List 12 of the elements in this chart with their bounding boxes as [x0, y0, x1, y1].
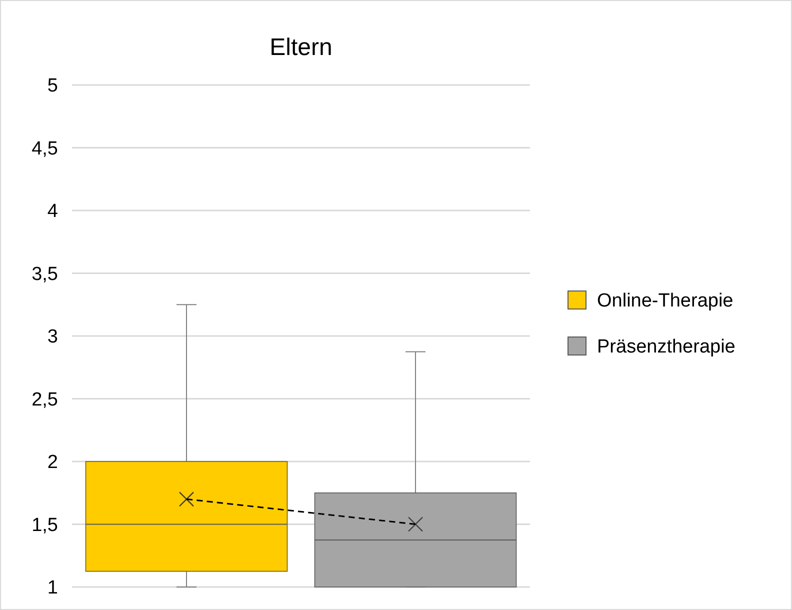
legend-label: Online-Therapie [597, 290, 734, 312]
y-tick-label: 2,5 [32, 389, 58, 410]
y-tick-label: 5 [47, 76, 58, 97]
y-tick-label: 1,5 [32, 514, 58, 536]
y-tick-label: 2 [47, 452, 58, 474]
y-tick-label: 4 [47, 201, 58, 222]
y-tick-label: 3 [47, 326, 58, 348]
y-tick-label: 3,5 [32, 264, 58, 285]
chart-title: Eltern [270, 34, 332, 61]
y-tick-label: 1 [47, 578, 58, 599]
y-tick-label: 4,5 [32, 138, 58, 160]
legend-label: Präsenztherapie [597, 336, 736, 358]
